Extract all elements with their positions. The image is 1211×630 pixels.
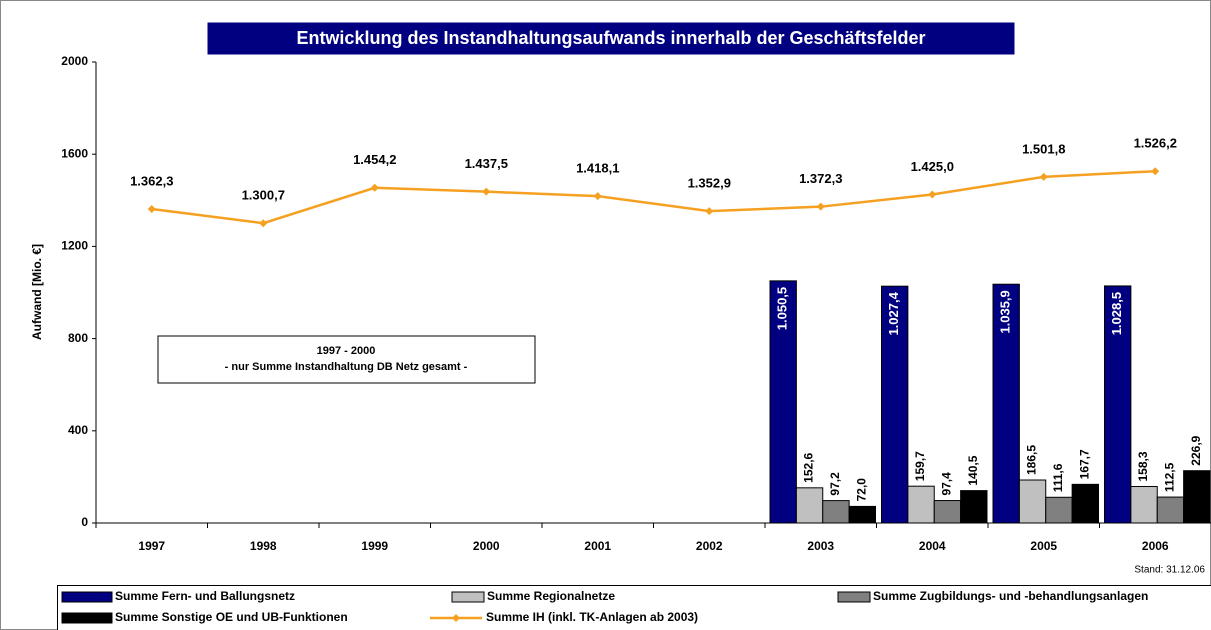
y-tick-label: 1600: [61, 146, 88, 160]
data-label: 226,9: [1189, 435, 1203, 465]
marker: [1151, 167, 1160, 176]
data-label: 1.028,5: [1109, 292, 1124, 335]
data-label: 1.035,9: [998, 290, 1013, 333]
marker: [259, 219, 268, 228]
bar: [822, 500, 850, 524]
y-tick-label: 800: [68, 331, 88, 345]
marker: [370, 183, 379, 192]
data-label: 159,7: [913, 451, 927, 481]
bar: [1071, 483, 1099, 524]
x-tick-label: 2005: [1030, 539, 1057, 553]
data-label: 1.437,5: [465, 156, 508, 171]
legend-label: Summe Fern- und Ballungsnetz: [115, 589, 295, 603]
marker: [816, 202, 825, 211]
data-label: 1.372,3: [799, 171, 842, 186]
bar: [1018, 479, 1047, 524]
bar: [1045, 496, 1073, 524]
legend-label: Summe IH (inkl. TK-Anlagen ab 2003): [486, 610, 698, 624]
marker: [928, 190, 937, 199]
legend-swatch: [452, 614, 460, 622]
annotation: 1997 - 2000: [317, 345, 376, 357]
legend-swatch: [451, 591, 485, 603]
data-label: 97,2: [828, 472, 842, 496]
data-label: 140,5: [966, 455, 980, 485]
data-label: 1.501,8: [1022, 141, 1065, 156]
y-tick-label: 400: [68, 423, 88, 437]
bar: [907, 485, 935, 524]
bar: [1104, 285, 1132, 524]
legend-box: [57, 585, 1211, 630]
x-tick-label: 2004: [919, 539, 946, 553]
y-tick-label: 2000: [61, 54, 88, 68]
legend-label: Summe Regionalnetze: [487, 589, 615, 603]
data-label: 1.526,2: [1134, 136, 1177, 151]
x-tick-label: 1997: [138, 539, 165, 553]
data-label: 112,5: [1163, 462, 1177, 492]
bar: [795, 487, 824, 524]
y-axis-label: Aufwand [Mio. €]: [30, 244, 44, 340]
data-label: 97,4: [940, 472, 954, 496]
marker: [705, 207, 714, 216]
bar: [992, 283, 1020, 524]
note: Stand: 31.12.06: [1134, 565, 1205, 576]
x-tick-label: 2002: [696, 539, 723, 553]
data-label: 1.027,4: [886, 291, 901, 335]
data-label: 1.050,5: [775, 287, 790, 330]
data-label: 1.454,2: [353, 152, 396, 167]
data-label: 1.425,0: [911, 159, 954, 174]
data-label: 158,3: [1136, 451, 1150, 481]
bar: [933, 500, 962, 524]
annotation-box: [157, 335, 536, 384]
legend-label: Summe Zugbildungs- und -behandlungsanlag…: [873, 589, 1148, 603]
y-tick-label: 1200: [61, 239, 88, 253]
bar: [1183, 470, 1211, 524]
legend-swatch: [837, 591, 871, 603]
annotation: - nur Summe Instandhaltung DB Netz gesam…: [225, 361, 468, 373]
legend-swatch: [61, 591, 113, 603]
chart-title: Entwicklung des Instandhaltungsaufwands …: [296, 28, 925, 48]
line: [151, 169, 1156, 225]
marker: [147, 204, 156, 213]
x-tick-label: 2003: [807, 539, 834, 553]
data-label: 186,5: [1025, 445, 1039, 475]
x-tick-label: 1999: [361, 539, 388, 553]
data-label: 167,7: [1077, 449, 1091, 479]
data-label: 72,0: [854, 478, 868, 502]
marker: [1039, 172, 1048, 181]
title-box: [206, 21, 1016, 56]
legend-swatch: [61, 612, 113, 624]
x-tick-label: 2001: [584, 539, 611, 553]
legend-label: Summe Sonstige OE und UB-Funktionen: [115, 610, 348, 624]
bar: [1156, 496, 1185, 524]
data-label: 111,6: [1051, 463, 1065, 492]
bar: [769, 280, 797, 524]
bar: [881, 285, 909, 524]
bar: [960, 490, 988, 524]
x-tick-label: 1998: [250, 539, 277, 553]
y-tick-label: 0: [81, 515, 88, 529]
marker: [593, 192, 602, 201]
data-label: 1.300,7: [242, 188, 285, 203]
data-label: 1.362,3: [130, 173, 173, 188]
marker: [482, 187, 491, 196]
data-label: 152,6: [802, 452, 816, 482]
x-tick-label: 2006: [1142, 539, 1169, 553]
data-label: 1.352,9: [688, 176, 731, 191]
bar: [848, 505, 876, 524]
bar: [1130, 486, 1158, 524]
x-tick-label: 2000: [473, 539, 500, 553]
data-label: 1.418,1: [576, 161, 619, 176]
